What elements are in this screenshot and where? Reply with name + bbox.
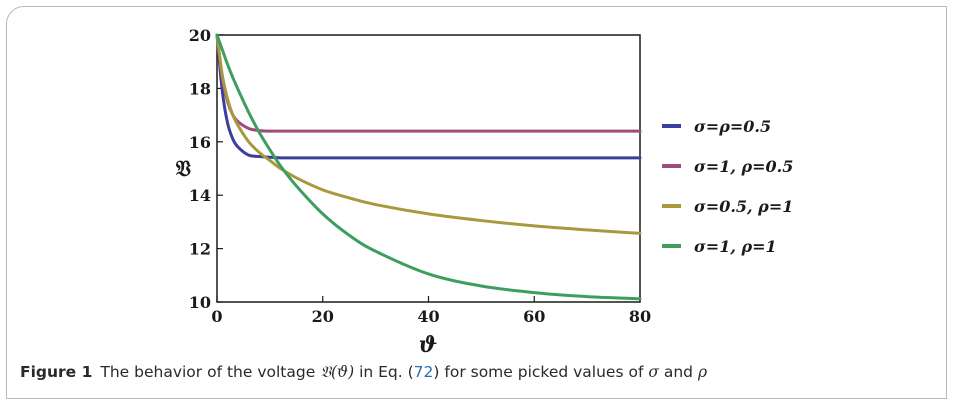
caption-text-after: ) for some picked values of (433, 363, 649, 381)
legend-label-1: σ=ρ=0.5 (694, 117, 771, 136)
figure-frame (6, 6, 947, 399)
caption-text-middle: in Eq. ( (354, 363, 414, 381)
axis-ticks: 0 20 40 60 80 10 12 14 16 18 20 (189, 26, 651, 326)
x-tick-label: 40 (417, 307, 439, 326)
y-tick-label: 12 (189, 240, 211, 259)
y-tick-label: 18 (189, 79, 211, 98)
x-tick-label: 20 (312, 307, 334, 326)
x-tick-label: 0 (211, 307, 222, 326)
series-line-3 (215, 33, 642, 235)
legend-label-4: σ=1, ρ=1 (694, 237, 777, 256)
x-tick-label: 80 (629, 307, 651, 326)
y-tick-label: 14 (189, 186, 211, 205)
caption-rho: ρ (697, 363, 708, 381)
series-line-2 (215, 33, 642, 133)
y-tick-label: 16 (189, 133, 211, 152)
x-tick-label: 60 (523, 307, 545, 326)
series-line-4 (215, 33, 642, 301)
y-tick-label: 10 (189, 293, 211, 312)
caption-and: and (658, 363, 698, 381)
figure-caption: Figure 1 The behavior of the voltage 𝔙(ϑ)… (20, 359, 940, 385)
caption-eq-ref-link[interactable]: 72 (413, 363, 434, 381)
y-axis-label: 𝔙 (175, 156, 191, 182)
y-tick-label: 20 (189, 26, 211, 45)
legend-label-3: σ=0.5, ρ=1 (694, 197, 793, 216)
x-axis-label: ϑ (419, 332, 438, 358)
series-lines (215, 33, 642, 301)
line-chart: 0 20 40 60 80 10 12 14 16 18 20 𝔙 ϑ σ=ρ=0.5 σ=1, ρ=… (175, 26, 793, 358)
caption-voltage-symbol: 𝔙(ϑ) (320, 363, 355, 381)
caption-text-before: The behavior of the voltage (100, 363, 321, 381)
caption-label: Figure 1 (20, 363, 93, 381)
series-line-1 (215, 33, 642, 160)
legend: σ=ρ=0.5 σ=1, ρ=0.5 σ=0.5, ρ=1 σ=1, ρ=1 (662, 117, 793, 256)
legend-label-2: σ=1, ρ=0.5 (694, 157, 793, 176)
caption-sigma: σ (648, 363, 659, 381)
